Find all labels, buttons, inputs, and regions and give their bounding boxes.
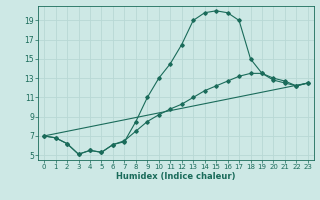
- X-axis label: Humidex (Indice chaleur): Humidex (Indice chaleur): [116, 172, 236, 181]
